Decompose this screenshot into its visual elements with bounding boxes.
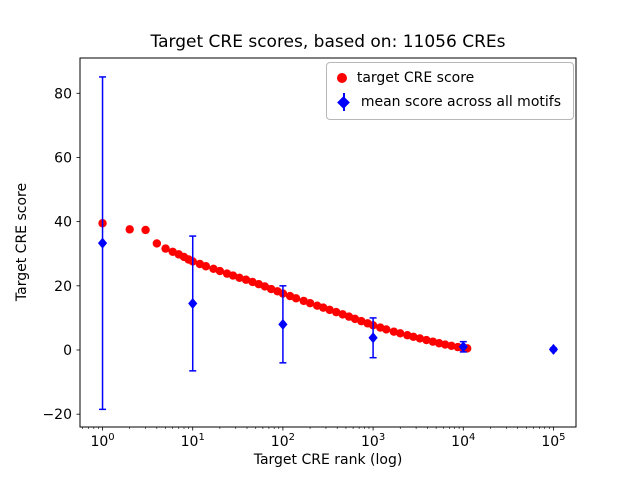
x-axis-label: Target CRE rank (log)	[253, 452, 403, 468]
svg-text:104: 104	[451, 432, 475, 450]
legend-item-target-score: target CRE score	[336, 70, 561, 86]
legend: target CRE score mean score across all m…	[325, 62, 574, 120]
svg-text:20: 20	[54, 279, 72, 295]
svg-text:40: 40	[54, 215, 72, 231]
svg-text:0: 0	[63, 343, 72, 359]
svg-text:80: 80	[54, 86, 72, 102]
legend-item-mean-score: mean score across all motifs	[337, 92, 561, 112]
svg-text:103: 103	[361, 432, 385, 450]
legend-label-mean-score: mean score across all motifs	[360, 94, 561, 110]
blue-diamond-marker-icon	[337, 92, 351, 112]
svg-text:60: 60	[54, 150, 72, 166]
chart-title: Target CRE scores, based on: 11056 CREs	[150, 32, 506, 52]
svg-text:100: 100	[90, 432, 114, 450]
red-circle-marker-icon	[336, 73, 347, 83]
svg-text:101: 101	[181, 432, 205, 450]
svg-text:102: 102	[271, 432, 295, 450]
legend-label-target-score: target CRE score	[356, 70, 475, 86]
svg-text:−20: −20	[42, 407, 72, 423]
svg-text:105: 105	[541, 432, 565, 450]
